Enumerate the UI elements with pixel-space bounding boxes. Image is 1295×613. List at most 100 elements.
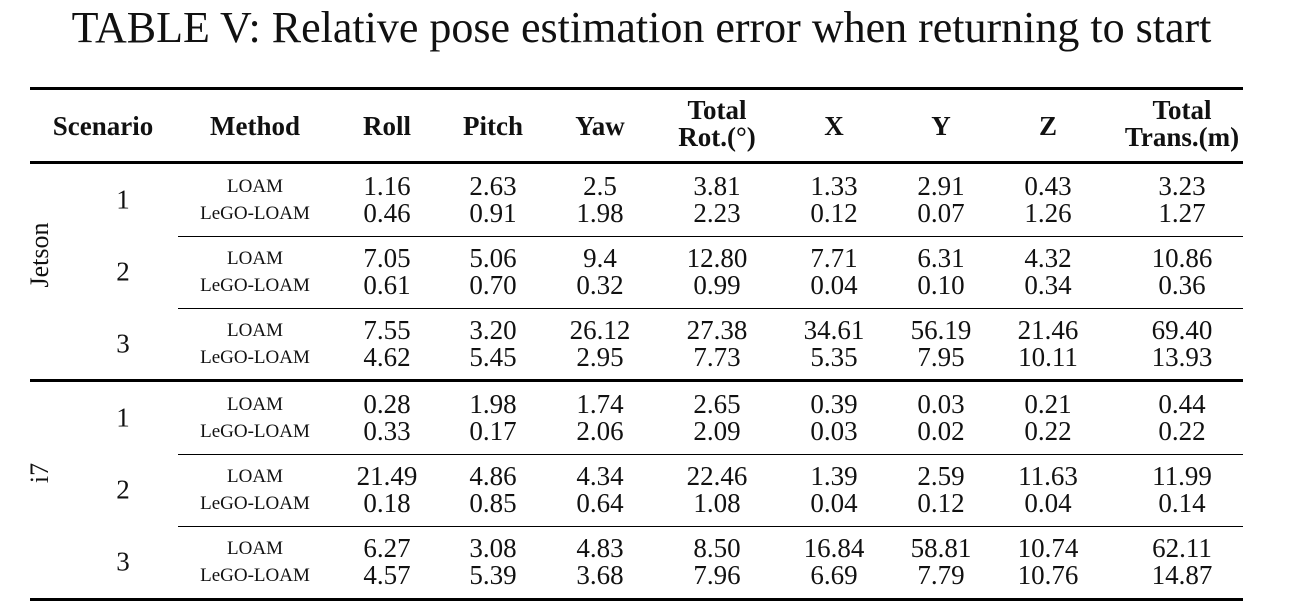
bottom-rule: [30, 598, 1243, 601]
value-cell: 26.12: [569, 315, 631, 345]
value-cell: 1.08: [693, 488, 741, 518]
value-cell: 2.5: [583, 171, 617, 201]
value-cell: 0.61: [363, 270, 411, 300]
value-cell: 10.86: [1151, 243, 1213, 273]
value-cell: 1.16: [363, 171, 411, 201]
value-cell: 22.46: [686, 461, 748, 491]
value-cell: 0.10: [917, 270, 965, 300]
value-cell: 10.76: [1017, 560, 1079, 590]
value-cell: 2.65: [693, 389, 741, 419]
value-cell: 4.83: [576, 533, 624, 563]
header-x: X: [824, 111, 844, 141]
header-pitch: Pitch: [463, 111, 523, 141]
value-cell: 0.21: [1024, 389, 1072, 419]
value-cell: 7.73: [693, 342, 741, 372]
value-cell: 62.11: [1152, 533, 1212, 563]
value-cell: 3.23: [1158, 171, 1206, 201]
header-total-trans-line1: Total: [1152, 95, 1212, 125]
value-cell: 0.70: [469, 270, 517, 300]
method-name: LOAM: [227, 394, 283, 415]
value-cell: 0.07: [917, 198, 965, 228]
header-total-rot-line2: Rot.(°): [678, 122, 756, 152]
value-cell: 6.27: [363, 533, 411, 563]
header-total-rot-line1: Total: [687, 95, 747, 125]
value-cell: 0.03: [917, 389, 965, 419]
value-cell: 0.28: [363, 389, 411, 419]
scenario-number: 2: [116, 256, 130, 287]
value-cell: 13.93: [1151, 342, 1213, 372]
value-cell: 0.04: [810, 488, 858, 518]
method-name: LeGO-LOAM: [200, 275, 310, 296]
value-cell: 0.12: [917, 488, 965, 518]
value-cell: 0.44: [1158, 389, 1206, 419]
header-method: Method: [210, 111, 300, 141]
row-divider: [178, 308, 1243, 309]
value-cell: 0.39: [810, 389, 858, 419]
method-name: LOAM: [227, 248, 283, 269]
value-cell: 12.80: [686, 243, 748, 273]
value-cell: 0.02: [917, 416, 965, 446]
value-cell: 14.87: [1151, 560, 1213, 590]
method-name: LeGO-LOAM: [200, 421, 310, 442]
value-cell: 0.99: [693, 270, 741, 300]
header-yaw: Yaw: [575, 111, 625, 141]
value-cell: 21.46: [1017, 315, 1079, 345]
value-cell: 0.91: [469, 198, 517, 228]
value-cell: 7.79: [917, 560, 965, 590]
value-cell: 11.99: [1152, 461, 1212, 491]
scenario-number: 1: [116, 184, 130, 215]
group-divider: [30, 379, 1243, 382]
value-cell: 58.81: [910, 533, 972, 563]
scenario-number: 1: [116, 402, 130, 433]
value-cell: 0.22: [1158, 416, 1206, 446]
value-cell: 9.4: [583, 243, 617, 273]
value-cell: 1.98: [576, 198, 624, 228]
method-name: LOAM: [227, 320, 283, 341]
header-scenario: Scenario: [52, 111, 154, 141]
value-cell: 8.50: [693, 533, 741, 563]
value-cell: 0.18: [363, 488, 411, 518]
value-cell: 7.05: [363, 243, 411, 273]
value-cell: 5.06: [469, 243, 517, 273]
row-divider: [178, 454, 1243, 455]
value-cell: 0.36: [1158, 270, 1206, 300]
value-cell: 7.96: [693, 560, 741, 590]
method-name: LeGO-LOAM: [200, 565, 310, 586]
value-cell: 21.49: [356, 461, 418, 491]
value-cell: 4.57: [363, 560, 411, 590]
value-cell: 0.33: [363, 416, 411, 446]
value-cell: 1.33: [810, 171, 858, 201]
value-cell: 1.98: [469, 389, 517, 419]
method-name: LOAM: [227, 176, 283, 197]
method-name: LOAM: [227, 538, 283, 559]
value-cell: 11.63: [1018, 461, 1078, 491]
method-name: LeGO-LOAM: [200, 203, 310, 224]
value-cell: 2.63: [469, 171, 517, 201]
value-cell: 16.84: [803, 533, 865, 563]
group-label-jetson: Jetson: [25, 222, 54, 288]
value-cell: 0.14: [1158, 488, 1206, 518]
value-cell: 10.11: [1018, 342, 1078, 372]
value-cell: 4.32: [1024, 243, 1072, 273]
group-label-i7: i7: [25, 462, 54, 484]
value-cell: 1.39: [810, 461, 858, 491]
method-name: LeGO-LOAM: [200, 347, 310, 368]
value-cell: 0.34: [1024, 270, 1072, 300]
top-rule: [30, 87, 1243, 90]
row-divider: [178, 526, 1243, 527]
value-cell: 3.68: [576, 560, 624, 590]
value-cell: 0.04: [810, 270, 858, 300]
value-cell: 6.69: [810, 560, 858, 590]
value-cell: 0.85: [469, 488, 517, 518]
value-cell: 27.38: [686, 315, 748, 345]
value-cell: 7.71: [810, 243, 858, 273]
scenario-number: 3: [116, 328, 130, 359]
value-cell: 2.23: [693, 198, 741, 228]
table-title: TABLE V: Relative pose estimation error …: [71, 3, 1212, 52]
value-cell: 56.19: [910, 315, 972, 345]
value-cell: 2.06: [576, 416, 624, 446]
header-roll: Roll: [362, 111, 412, 141]
value-cell: 0.12: [810, 198, 858, 228]
value-cell: 2.59: [917, 461, 965, 491]
value-cell: 10.74: [1017, 533, 1079, 563]
